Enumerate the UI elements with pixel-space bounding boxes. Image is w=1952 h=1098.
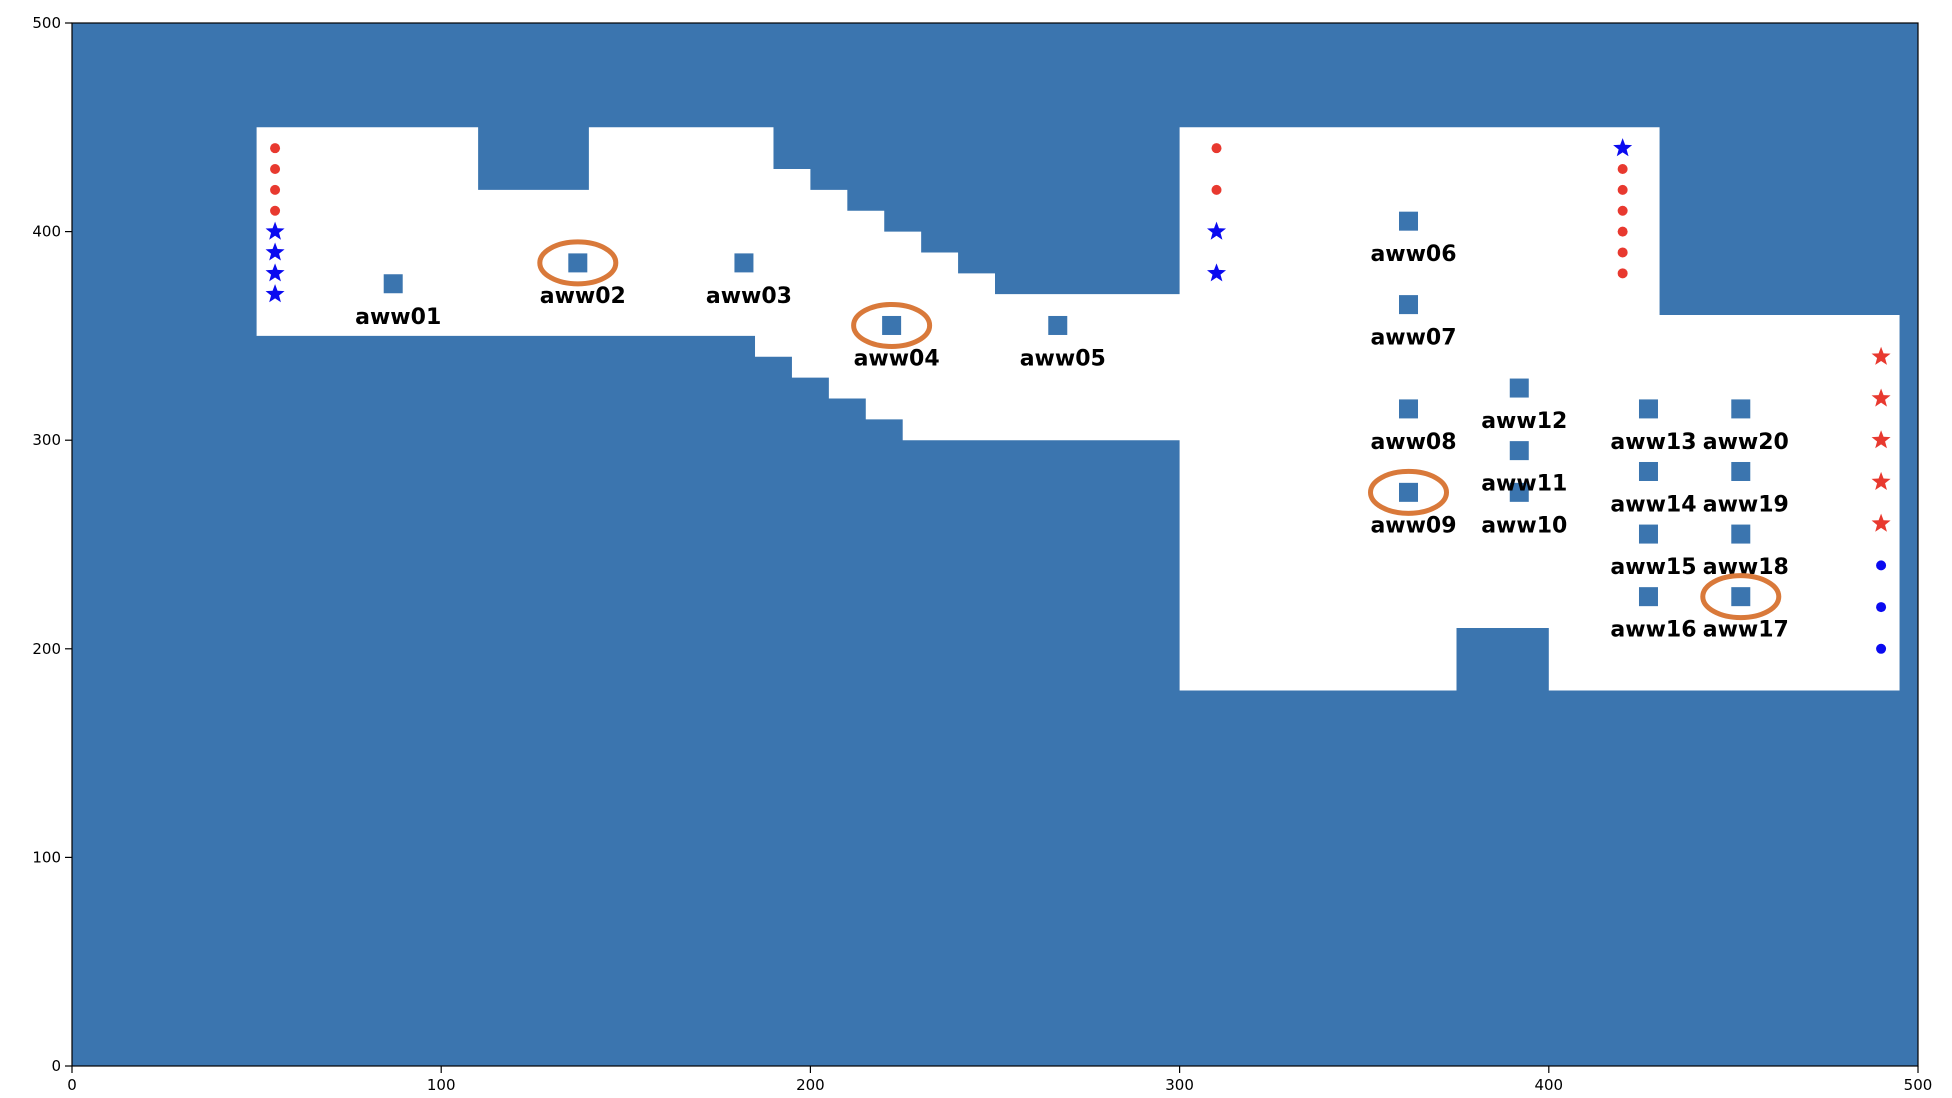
well-label-aww10: aww10 [1481,513,1567,538]
x-tick-label: 0 [67,1076,77,1094]
red-dot-marker [270,164,281,175]
well-marker-aww14 [1638,461,1658,481]
well-marker-aww19 [1731,461,1751,481]
red-dot-marker [1617,268,1628,279]
x-tick-label: 400 [1534,1076,1563,1094]
well-marker-aww02 [568,253,588,273]
well-label-aww16: aww16 [1610,618,1696,643]
well-label-aww04: aww04 [854,346,940,371]
well-marker-aww18 [1731,524,1751,544]
well-marker-aww11 [1509,441,1529,461]
red-star-marker [1871,346,1891,365]
blue-star-marker [1613,138,1633,157]
highlight-ellipse-aww09 [1368,468,1450,516]
well-label-aww05: aww05 [1020,346,1106,371]
well-marker-aww08 [1399,399,1419,419]
well-marker-aww04 [882,315,902,335]
red-dot-marker [1211,184,1222,195]
open-region-1 [256,127,1900,691]
blue-star-marker [1207,221,1227,240]
well-marker-aww13 [1638,399,1658,419]
red-dot-marker [1617,226,1628,237]
red-dot-marker [1617,247,1628,258]
well-marker-aww17 [1731,587,1751,607]
red-dot-marker [1617,205,1628,216]
well-label-aww17: aww17 [1703,618,1789,643]
plot-area: aww01 aww02 aww03 aww04 aww05 aww06 aww07 aww08… [72,23,1918,1066]
well-label-aww11: aww11 [1481,472,1567,497]
blue-star-marker [265,284,285,303]
well-marker-aww10 [1509,482,1529,502]
well-label-aww15: aww15 [1610,555,1696,580]
x-tick-label: 300 [1165,1076,1194,1094]
highlight-ellipse-aww17 [1700,573,1782,621]
well-label-aww13: aww13 [1610,430,1696,455]
axes-frame [71,22,1919,1067]
well-label-aww19: aww19 [1703,492,1789,517]
x-tick-label: 200 [796,1076,825,1094]
y-tick-label: 200 [32,640,61,658]
y-tick-label: 500 [32,14,61,32]
well-label-aww07: aww07 [1370,326,1456,351]
well-marker-aww06 [1399,211,1419,231]
blue-star-marker [265,263,285,282]
well-label-aww02: aww02 [540,284,626,309]
well-marker-aww12 [1509,378,1529,398]
red-dot-marker [1211,143,1222,154]
red-dot-marker [1617,184,1628,195]
well-marker-aww20 [1731,399,1751,419]
y-tick-label: 300 [32,431,61,449]
red-dot-marker [270,143,281,154]
y-tick-label: 400 [32,223,61,241]
well-marker-aww16 [1638,587,1658,607]
well-label-aww08: aww08 [1370,430,1456,455]
red-star-marker [1871,513,1891,532]
well-label-aww12: aww12 [1481,409,1567,434]
red-dot-marker [1617,164,1628,175]
blue-dot-marker [1876,560,1887,571]
red-dot-marker [270,205,281,216]
y-tick-label: 0 [51,1057,61,1075]
y-tick-label: 100 [32,848,61,866]
well-marker-aww15 [1638,524,1658,544]
blue-star-marker [265,242,285,261]
well-marker-aww01 [383,274,403,294]
red-star-marker [1871,388,1891,407]
blue-star-marker [1207,263,1227,282]
well-label-aww20: aww20 [1703,430,1789,455]
well-marker-aww03 [734,253,754,273]
x-tick-label: 100 [427,1076,456,1094]
axes: 0 100 200 300 400 500 0 100 200 300 400 500 [32,14,1932,1094]
blue-star-marker [265,221,285,240]
well-label-aww09: aww09 [1370,513,1456,538]
well-marker-aww09 [1399,482,1419,502]
highlight-ellipse-aww02 [537,239,619,287]
well-marker-aww05 [1048,315,1068,335]
red-star-marker [1871,471,1891,491]
red-dot-marker [270,184,281,195]
well-label-aww03: aww03 [706,284,792,309]
x-tick-label: 500 [1904,1076,1933,1094]
blue-dot-marker [1876,643,1887,654]
red-star-marker [1871,430,1891,449]
highlight-ellipse-aww04 [851,301,933,349]
well-label-aww06: aww06 [1370,242,1456,267]
blue-dot-marker [1876,602,1887,613]
well-label-aww14: aww14 [1610,492,1696,517]
well-marker-aww07 [1399,295,1419,315]
well-label-aww01: aww01 [355,305,441,330]
